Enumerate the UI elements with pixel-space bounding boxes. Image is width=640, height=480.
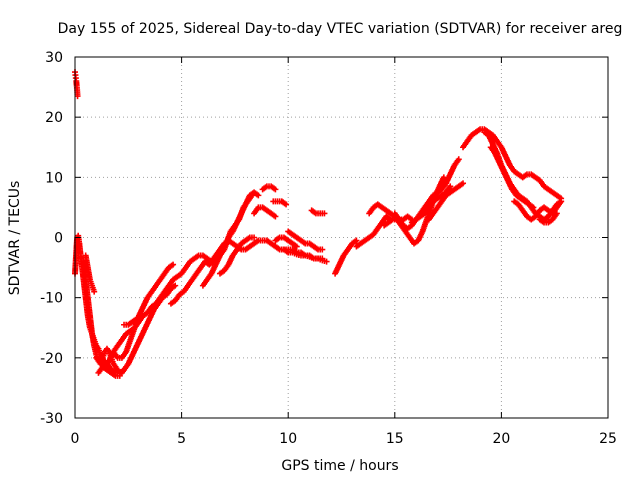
series-arc-1 bbox=[72, 69, 81, 100]
series-arc-26 bbox=[425, 180, 467, 223]
y-tick-label: 0 bbox=[54, 231, 63, 247]
x-tick-label: 10 bbox=[279, 431, 297, 447]
data-point bbox=[283, 201, 290, 208]
series-arc-29 bbox=[487, 144, 537, 211]
axis-ticks: 0 5 10 15 20 25 -30 -20 -10 0 10 20 30 bbox=[40, 50, 617, 447]
data-point bbox=[272, 213, 279, 220]
series-arc-17 bbox=[285, 228, 326, 253]
y-tick-label: 10 bbox=[45, 170, 63, 186]
series-arc-30 bbox=[511, 198, 565, 223]
data-point bbox=[323, 258, 330, 265]
series-arc-31 bbox=[536, 210, 560, 226]
data-marks bbox=[72, 69, 565, 379]
data-point bbox=[353, 237, 360, 244]
y-tick-label: -10 bbox=[40, 291, 63, 307]
x-tick-label: 5 bbox=[177, 431, 186, 447]
data-point bbox=[455, 156, 462, 163]
data-point bbox=[170, 261, 177, 268]
data-point bbox=[293, 243, 300, 250]
series-arc-9 bbox=[121, 315, 140, 328]
data-point bbox=[255, 192, 262, 199]
x-tick-label: 25 bbox=[599, 431, 617, 447]
data-point bbox=[447, 183, 454, 190]
data-point bbox=[558, 198, 565, 205]
y-tick-label: 20 bbox=[45, 110, 63, 126]
data-point bbox=[319, 246, 326, 253]
data-point bbox=[321, 210, 328, 217]
series-arc-14 bbox=[259, 183, 279, 193]
data-point bbox=[74, 93, 81, 100]
x-axis-label: GPS time / hours bbox=[281, 458, 398, 474]
data-point bbox=[553, 210, 560, 217]
data-point bbox=[172, 282, 179, 289]
data-point bbox=[116, 372, 123, 379]
series-arc-15 bbox=[270, 198, 290, 208]
series-arc-21 bbox=[353, 213, 394, 250]
grid-lines bbox=[75, 57, 608, 418]
series-arc-19 bbox=[308, 207, 328, 217]
x-tick-label: 15 bbox=[386, 431, 404, 447]
data-point bbox=[272, 186, 279, 193]
series-arc-16 bbox=[272, 234, 300, 250]
data-point bbox=[91, 288, 98, 295]
y-tick-label: 30 bbox=[45, 50, 63, 66]
y-tick-label: -30 bbox=[40, 411, 63, 427]
x-tick-label: 0 bbox=[71, 431, 80, 447]
x-tick-label: 20 bbox=[492, 431, 510, 447]
y-axis-label: SDTVAR / TECUs bbox=[7, 181, 23, 296]
data-point bbox=[251, 234, 258, 241]
series-arc-8 bbox=[110, 261, 177, 361]
series-arc-12 bbox=[216, 234, 258, 277]
data-point bbox=[121, 366, 128, 373]
series-arc-13 bbox=[251, 204, 279, 220]
series-arc-4 bbox=[80, 258, 128, 376]
series-arc-11 bbox=[199, 189, 262, 289]
data-point bbox=[530, 204, 537, 211]
plot-frame bbox=[74, 56, 609, 419]
y-tick-label: -20 bbox=[40, 351, 63, 367]
series-arc-18 bbox=[280, 246, 330, 265]
data-point bbox=[133, 315, 140, 322]
series-arc-20 bbox=[332, 237, 360, 277]
series-arc-5 bbox=[82, 252, 98, 295]
chart-title: Day 155 of 2025, Sidereal Day-to-day VTE… bbox=[58, 21, 623, 37]
data-point bbox=[460, 180, 467, 187]
